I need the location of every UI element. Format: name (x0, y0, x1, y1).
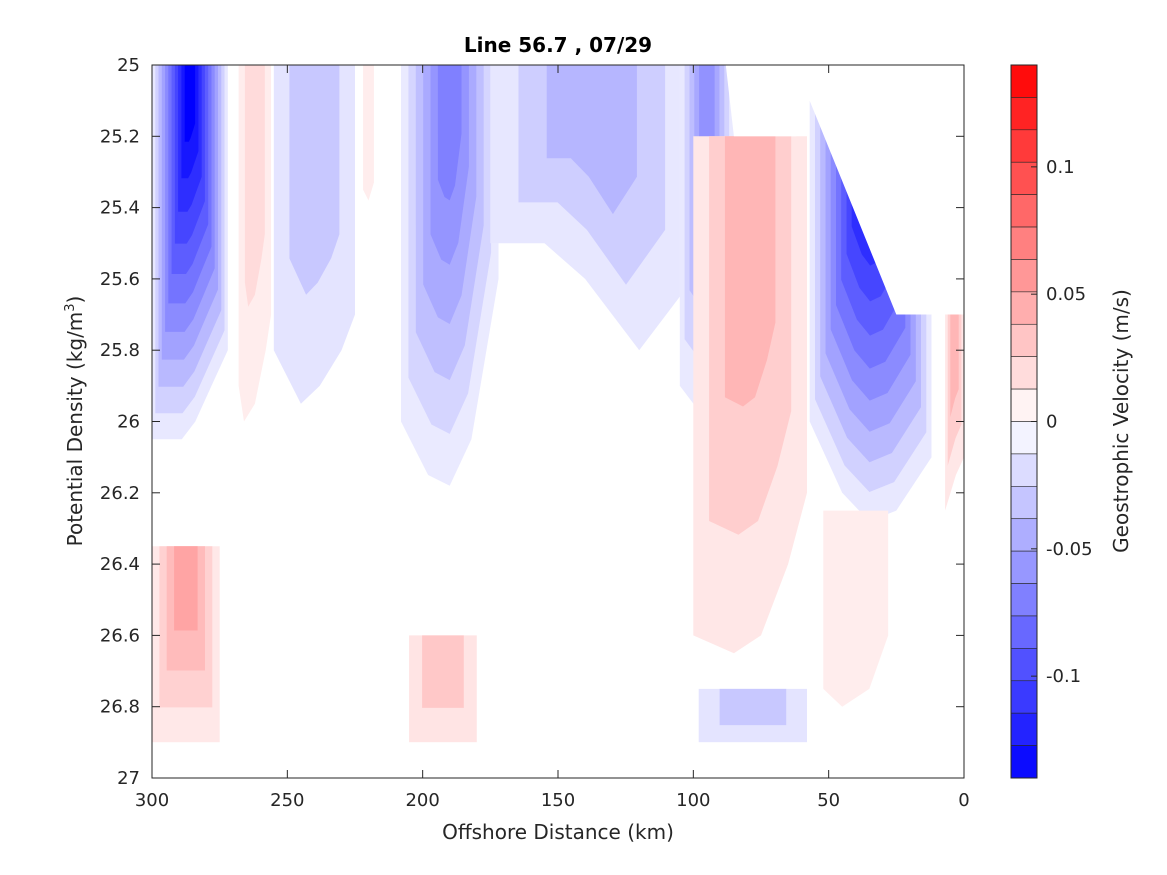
contour-red-deep-190km (409, 635, 477, 743)
x-tick-label: 300 (135, 790, 169, 811)
y-tick-label: 26.2 (100, 483, 140, 504)
y-tick-label: 25.4 (100, 198, 140, 219)
colorbar-level (1010, 421, 1038, 455)
contour-blue-core-300km (152, 65, 228, 440)
contour-blue-spread-150km (490, 65, 694, 351)
colorbar-level (1010, 323, 1038, 357)
colorbar-level (1010, 259, 1038, 293)
x-axis: 300 250 200 150 100 50 0 (135, 65, 970, 811)
x-tick-label: 250 (270, 790, 304, 811)
y-axis-label: Potential Density (kg/m3) (63, 296, 87, 547)
colorbar-tick-label: 0 (1046, 412, 1057, 433)
y-tick-label: 25.6 (100, 269, 140, 290)
colorbar-level (1010, 745, 1038, 779)
x-tick-label: 100 (676, 790, 710, 811)
colorbar-level (1010, 129, 1038, 163)
contour-level-red-deep-285km-4 (174, 546, 198, 631)
y-tick-label: 26.8 (100, 697, 140, 718)
colorbar-level (1010, 583, 1038, 617)
colorbar-level (1010, 226, 1038, 260)
contour-level-blue-core-195km-6 (437, 65, 462, 201)
colorbar-level (1010, 518, 1038, 552)
contour-level-red-patch-40km-1 (823, 510, 889, 707)
contour-level-red-band-265km-2 (244, 65, 265, 307)
contour-level-red-streak-220km-1 (363, 65, 374, 201)
mask-top-right (725, 65, 964, 315)
colorbar-tick-label: -0.05 (1046, 539, 1093, 560)
contour-red-band-265km (238, 65, 272, 422)
y-tick-label: 26.6 (100, 625, 140, 646)
colorbar-level (1010, 615, 1038, 649)
contour-blue-band-240km (273, 65, 355, 404)
contour-fills (152, 65, 964, 743)
x-tick-label: 50 (817, 790, 840, 811)
colorbar-level (1010, 64, 1038, 98)
y-axis-label-superscript: 3 (63, 303, 78, 311)
contour-level-red-band-70km-3 (724, 136, 776, 407)
colorbar-level (1010, 356, 1038, 390)
y-axis-label-close: ) (63, 296, 87, 304)
colorbar-level (1010, 97, 1038, 131)
colorbar-level (1010, 453, 1038, 487)
colorbar-level (1010, 486, 1038, 520)
contour-red-patch-40km (823, 510, 889, 707)
contour-level-blue-spread-150km-3 (546, 65, 637, 215)
colorbar-level (1010, 194, 1038, 228)
contour-level-red-strip-coast-3 (950, 314, 959, 417)
y-tick-label: 25.8 (100, 340, 140, 361)
colorbar-level (1010, 550, 1038, 584)
y-tick-label: 27 (117, 768, 140, 789)
plot-area (152, 65, 964, 778)
contour-blue-core-195km (401, 65, 499, 486)
colorbar-tick-label: 0.05 (1046, 284, 1086, 305)
x-tick-label: 200 (405, 790, 439, 811)
colorbar: 0.1 0.05 0 -0.05 -0.1 (1010, 64, 1093, 779)
colorbar-level (1010, 680, 1038, 714)
y-tick-label: 26.4 (100, 554, 140, 575)
y-tick-label: 25.2 (100, 126, 140, 147)
contour-level-blue-band-240km-2 (289, 65, 340, 295)
contour-red-strip-coast (945, 314, 964, 511)
colorbar-level (1010, 161, 1038, 195)
x-axis-label: Offshore Distance (km) (442, 820, 674, 844)
y-tick-label: 25 (117, 55, 140, 76)
colorbar-level (1010, 388, 1038, 422)
y-axis-label-main: Potential Density (kg/m (63, 312, 87, 547)
chart-title: Line 56.7 , 07/29 (464, 33, 652, 57)
contour-red-band-70km (693, 136, 807, 654)
colorbar-tick-label: 0.1 (1046, 157, 1075, 178)
contour-red-deep-285km (152, 546, 220, 743)
x-tick-label: 0 (958, 790, 969, 811)
colorbar-label: Geostrophic Velocity (m/s) (1109, 289, 1133, 553)
contour-level-blue-core-300km-11 (184, 65, 196, 142)
contour-red-streak-220km (363, 65, 374, 201)
y-tick-label: 26 (117, 412, 140, 433)
colorbar-level (1010, 291, 1038, 325)
contour-blue-deep-70km (698, 688, 807, 743)
colorbar-tick-label: -0.1 (1046, 666, 1081, 687)
y-axis: 25 25.2 25.4 25.6 25.8 26 26.2 26.4 26.6 26.8 27 (100, 55, 964, 789)
x-tick-label: 150 (541, 790, 575, 811)
contour-level-blue-deep-70km-2 (719, 688, 787, 726)
contour-level-red-deep-190km-2 (422, 635, 464, 708)
colorbar-level (1010, 712, 1038, 746)
